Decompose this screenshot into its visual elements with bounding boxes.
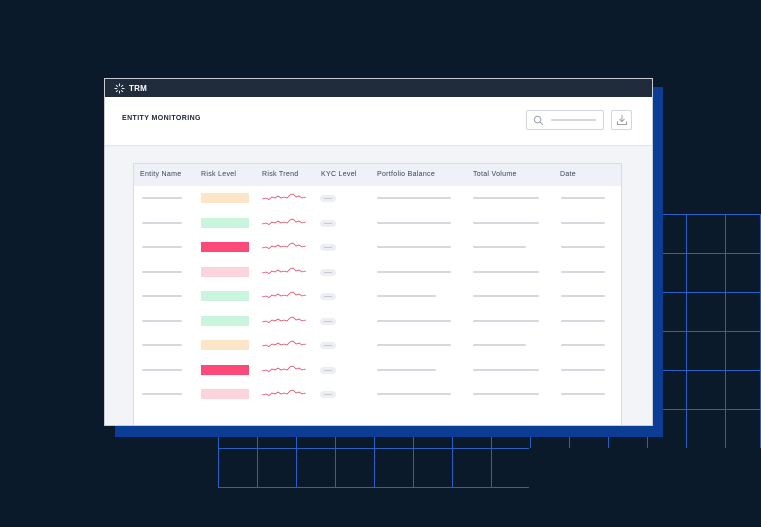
date-placeholder (561, 197, 605, 199)
portfolio-balance-placeholder (377, 221, 451, 224)
date-placeholder (561, 344, 605, 346)
portfolio-balance-placeholder (377, 246, 451, 248)
page-header: ENTITY MONITORING (105, 97, 652, 146)
risk-trend-sparkline (262, 267, 306, 274)
risk-level-badge (201, 389, 249, 399)
risk-trend-sparkline (262, 365, 306, 372)
kyc-level-pill (320, 391, 336, 398)
date-placeholder (561, 368, 605, 371)
column-header-risk-level[interactable]: Risk Level (201, 171, 237, 178)
risk-level-badge (201, 217, 249, 228)
download-icon (617, 115, 627, 125)
search-input[interactable] (526, 110, 604, 130)
risk-level-badge (201, 315, 249, 326)
risk-trend-sparkline (262, 291, 306, 298)
kyc-level-pill (320, 195, 336, 202)
portfolio-balance-placeholder (377, 368, 436, 371)
total-volume-placeholder (473, 221, 539, 224)
total-volume-placeholder (473, 197, 539, 199)
table-row[interactable] (134, 358, 621, 382)
kyc-level-pill (320, 317, 336, 325)
column-header-kyc-level[interactable]: KYC Level (321, 171, 357, 178)
search-placeholder-bar (551, 119, 596, 121)
risk-trend-sparkline (262, 242, 306, 249)
total-volume-placeholder (473, 344, 526, 346)
date-placeholder (561, 246, 605, 248)
column-header-total-volume[interactable]: Total Volume (473, 171, 517, 178)
portfolio-balance-placeholder (377, 270, 451, 273)
table-row[interactable] (134, 235, 621, 259)
portfolio-balance-placeholder (377, 344, 451, 346)
portfolio-balance-placeholder (377, 393, 451, 395)
trm-logo-icon (114, 82, 125, 94)
risk-trend-sparkline (262, 340, 306, 347)
total-volume-placeholder (473, 393, 539, 395)
download-button[interactable] (611, 110, 632, 130)
risk-level-badge (201, 291, 249, 301)
date-placeholder (561, 393, 605, 395)
total-volume-placeholder (473, 368, 539, 371)
page-title: ENTITY MONITORING (122, 115, 201, 122)
entity-name-placeholder (142, 270, 182, 273)
risk-trend-sparkline (262, 316, 306, 323)
date-placeholder (561, 295, 605, 297)
risk-level-badge (201, 364, 249, 375)
kyc-level-pill (320, 219, 336, 227)
portfolio-balance-placeholder (377, 295, 436, 297)
app-window: TRM ENTITY MONITORING Entity Name Risk L… (104, 78, 653, 426)
entity-name-placeholder (142, 393, 182, 395)
kyc-level-pill (320, 268, 336, 276)
entity-name-placeholder (142, 197, 182, 199)
entity-name-placeholder (142, 319, 182, 322)
column-header-portfolio-balance[interactable]: Portfolio Balance (377, 171, 436, 178)
background-grid-mask (529, 448, 761, 488)
table-row[interactable] (134, 186, 621, 210)
table-header: Entity Name Risk Level Risk Trend KYC Le… (134, 164, 621, 186)
entity-name-placeholder (142, 295, 182, 297)
column-header-entity-name[interactable]: Entity Name (140, 171, 182, 178)
total-volume-placeholder (473, 319, 539, 322)
title-bar: TRM (105, 79, 652, 97)
risk-level-badge (201, 266, 249, 277)
risk-trend-sparkline (262, 389, 306, 396)
column-header-risk-trend[interactable]: Risk Trend (262, 171, 299, 178)
entity-name-placeholder (142, 368, 182, 371)
total-volume-placeholder (473, 246, 526, 248)
kyc-level-pill (320, 244, 336, 251)
risk-level-badge (201, 242, 249, 252)
table-row[interactable] (134, 309, 621, 333)
table-row[interactable] (134, 382, 621, 406)
portfolio-balance-placeholder (377, 319, 451, 322)
brand-logo-text: TRM (129, 83, 147, 93)
kyc-level-pill (320, 293, 336, 300)
date-placeholder (561, 221, 605, 224)
date-placeholder (561, 270, 605, 273)
entity-name-placeholder (142, 221, 182, 224)
total-volume-placeholder (473, 295, 539, 297)
table-row[interactable] (134, 333, 621, 357)
entity-table: Entity Name Risk Level Risk Trend KYC Le… (133, 163, 622, 425)
kyc-level-pill (320, 366, 336, 374)
table-row[interactable] (134, 211, 621, 235)
table-row[interactable] (134, 284, 621, 308)
entity-name-placeholder (142, 246, 182, 248)
entity-name-placeholder (142, 344, 182, 346)
risk-trend-sparkline (262, 193, 306, 200)
risk-trend-sparkline (262, 218, 306, 225)
date-placeholder (561, 319, 605, 322)
search-icon (533, 115, 544, 126)
column-header-date[interactable]: Date (560, 171, 576, 178)
portfolio-balance-placeholder (377, 197, 451, 199)
table-row[interactable] (134, 260, 621, 284)
total-volume-placeholder (473, 270, 539, 273)
kyc-level-pill (320, 342, 336, 349)
risk-level-badge (201, 193, 249, 203)
risk-level-badge (201, 340, 249, 350)
